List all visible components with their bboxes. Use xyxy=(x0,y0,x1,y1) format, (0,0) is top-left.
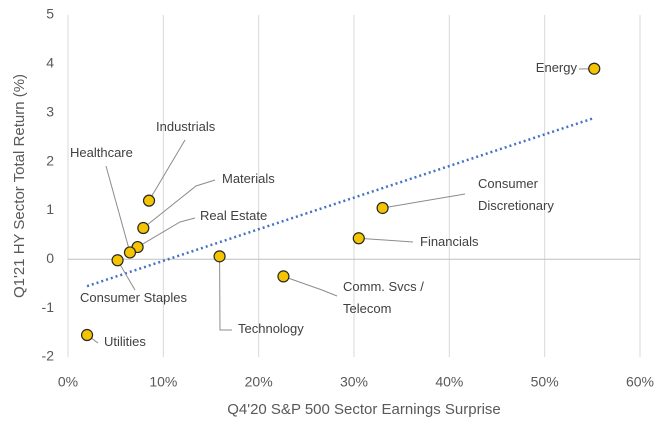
point-label-line: Discretionary xyxy=(478,198,554,213)
point-label-line: Telecom xyxy=(343,301,391,316)
x-axis-title: Q4'20 S&P 500 Sector Earnings Surprise xyxy=(227,401,501,418)
point-label: Real Estate xyxy=(200,208,267,223)
x-tick-label: 50% xyxy=(531,374,559,390)
leader-line xyxy=(105,165,131,253)
leader-line xyxy=(148,139,186,201)
point xyxy=(123,246,137,259)
point xyxy=(142,194,156,207)
y-tick-label: 2 xyxy=(46,152,54,168)
point-label-line: Real Estate xyxy=(200,208,267,223)
point-label: Consumer Staples xyxy=(80,290,187,305)
point-label-line: Technology xyxy=(238,321,304,336)
point-label-line: Consumer xyxy=(478,176,539,191)
trendline xyxy=(86,117,593,288)
point-label: Technology xyxy=(238,321,304,336)
point-label-line: Consumer Staples xyxy=(80,290,187,305)
y-axis-title: Q1'21 HY Sector Total Return (%) xyxy=(11,74,28,298)
leader-line xyxy=(219,256,232,331)
leader-line xyxy=(137,217,196,248)
y-tick-label: 0 xyxy=(46,250,54,266)
point-label: Healthcare xyxy=(70,145,133,160)
point-label: Financials xyxy=(420,234,479,249)
x-tick-label: 20% xyxy=(245,374,273,390)
point-label-line: Comm. Svcs / xyxy=(343,279,424,294)
x-tick-label: 0% xyxy=(58,374,78,390)
point-label-line: Energy xyxy=(536,60,578,75)
y-tick-label: 5 xyxy=(46,6,54,22)
point-label-line: Industrials xyxy=(156,119,216,134)
y-tick-label: 3 xyxy=(46,103,54,119)
leader-line xyxy=(283,275,338,297)
point-label-line: Utilities xyxy=(104,334,146,349)
point xyxy=(213,250,226,263)
x-tick-label: 60% xyxy=(626,374,654,390)
y-tick-label: -1 xyxy=(42,299,55,315)
point xyxy=(277,270,290,283)
leader-line xyxy=(143,179,216,229)
point xyxy=(588,62,601,75)
point xyxy=(352,232,365,245)
y-tick-label: -2 xyxy=(42,348,55,364)
point-label: Comm. Svcs / Telecom xyxy=(343,279,424,316)
point-label: Industrials xyxy=(156,119,216,134)
leader-line xyxy=(382,193,466,209)
point xyxy=(376,201,389,215)
x-tick-label: 40% xyxy=(435,374,463,390)
point-label: Materials xyxy=(222,171,275,186)
point-label: Consumer Discretionary xyxy=(478,176,554,213)
leader-line xyxy=(358,237,414,243)
point-label: Energy xyxy=(536,60,578,75)
point-label-line: Materials xyxy=(222,171,275,186)
point xyxy=(80,328,94,342)
point-label: Utilities xyxy=(104,334,146,349)
point-label-line: Financials xyxy=(420,234,479,249)
point-label-line: Healthcare xyxy=(70,145,133,160)
point xyxy=(137,221,150,235)
y-tick-label: 4 xyxy=(46,55,54,71)
y-tick-label: 1 xyxy=(46,201,54,217)
point xyxy=(111,254,124,267)
x-tick-label: 30% xyxy=(340,374,368,390)
x-tick-label: 10% xyxy=(149,374,177,390)
